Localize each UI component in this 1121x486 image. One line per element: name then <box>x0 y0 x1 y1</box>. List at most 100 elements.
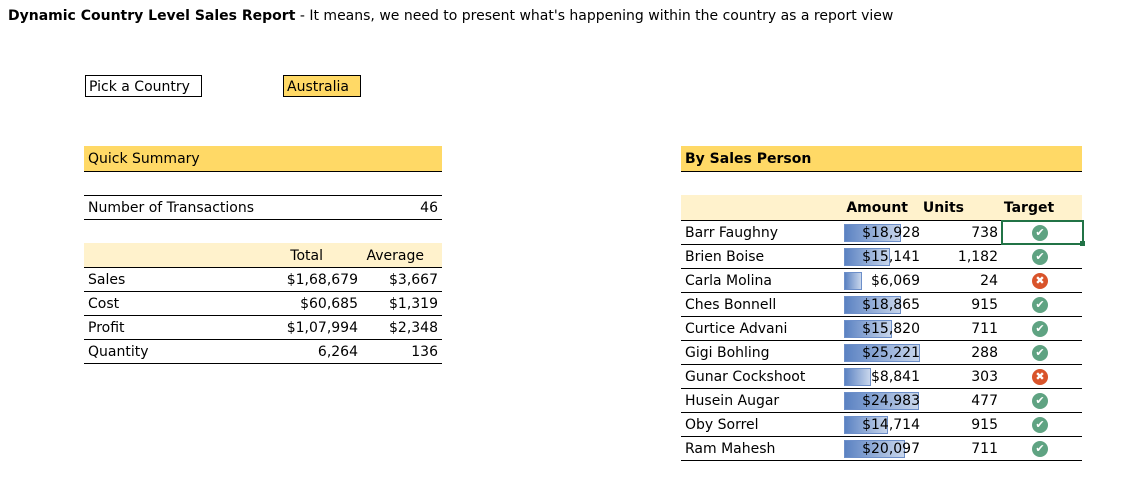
sales-person-name: Ches Bonnell <box>685 297 777 313</box>
active-cell-selection[interactable] <box>1001 220 1084 245</box>
check-icon: ✔ <box>1032 297 1048 313</box>
amount-value: $18,865 <box>862 297 920 313</box>
amount-value: $25,221 <box>862 345 920 361</box>
amount-value: $24,983 <box>862 393 920 409</box>
divider <box>84 267 442 268</box>
summary-col-header-band <box>84 243 442 267</box>
amount-data-bar <box>844 440 905 458</box>
summary-row-total: $1,07,994 <box>286 320 358 336</box>
check-icon: ✔ <box>1032 321 1048 337</box>
divider <box>681 364 1082 365</box>
divider <box>681 268 1082 269</box>
amount-value: $14,714 <box>862 417 920 433</box>
units-value: 915 <box>971 417 998 433</box>
divider <box>681 316 1082 317</box>
amount-data-bar <box>844 296 901 314</box>
amount-value: $8,841 <box>871 369 920 385</box>
divider <box>681 220 1082 221</box>
cross-icon: ✖ <box>1032 369 1048 385</box>
units-value: 738 <box>971 225 998 241</box>
check-icon: ✔ <box>1032 417 1048 433</box>
amount-value: $18,928 <box>862 225 920 241</box>
check-icon: ✔ <box>1032 393 1048 409</box>
amount-data-bar <box>844 224 901 242</box>
amount-data-bar <box>844 416 888 434</box>
sales-col-header-band <box>681 195 1082 220</box>
divider <box>84 339 442 340</box>
divider <box>681 412 1082 413</box>
amount-cell: $20,097 <box>844 438 922 460</box>
check-icon: ✔ <box>1032 345 1048 361</box>
summary-row-average: $3,667 <box>389 272 438 288</box>
amount-data-bar <box>844 248 890 266</box>
cross-icon: ✖ <box>1032 273 1048 289</box>
amount-cell: $18,928 <box>844 222 922 244</box>
divider <box>681 388 1082 389</box>
sales-person-header: By Sales Person <box>681 146 1082 172</box>
summary-row-total: $60,685 <box>300 296 358 312</box>
report-header: Dynamic Country Level Sales Report - It … <box>8 6 893 26</box>
transactions-value: 46 <box>420 200 438 216</box>
sales-person-name: Curtice Advani <box>685 321 788 337</box>
sales-person-name: Carla Molina <box>685 273 772 289</box>
summary-row-label: Profit <box>88 320 125 336</box>
divider <box>84 195 442 196</box>
col-units-header: Units <box>922 200 964 216</box>
units-value: 711 <box>971 441 998 457</box>
quick-summary-header: Quick Summary <box>84 146 442 172</box>
sales-person-name: Husein Augar <box>685 393 780 409</box>
divider <box>681 460 1082 461</box>
amount-cell: $24,983 <box>844 390 922 412</box>
amount-cell: $6,069 <box>844 270 922 292</box>
sales-person-name: Oby Sorrel <box>685 417 759 433</box>
amount-data-bar <box>844 272 862 290</box>
summary-row-label: Cost <box>88 296 120 312</box>
amount-data-bar <box>844 368 871 386</box>
summary-row-average: 136 <box>411 344 438 360</box>
divider <box>681 436 1082 437</box>
summary-row-average: $1,319 <box>389 296 438 312</box>
units-value: 1,182 <box>957 249 998 265</box>
transactions-label: Number of Transactions <box>88 200 255 216</box>
units-value: 24 <box>980 273 998 289</box>
amount-cell: $15,820 <box>844 318 922 340</box>
amount-cell: $18,865 <box>844 294 922 316</box>
amount-cell: $25,221 <box>844 342 922 364</box>
amount-value: $20,097 <box>862 441 920 457</box>
units-value: 477 <box>971 393 998 409</box>
units-value: 303 <box>971 369 998 385</box>
divider <box>84 315 442 316</box>
summary-row-total: 6,264 <box>317 344 358 360</box>
col-amount-header: Amount <box>846 200 908 216</box>
divider <box>681 244 1082 245</box>
amount-cell: $14,714 <box>844 414 922 436</box>
amount-data-bar <box>844 320 892 338</box>
amount-cell: $8,841 <box>844 366 922 388</box>
amount-value: $6,069 <box>871 273 920 289</box>
fill-handle[interactable] <box>1080 241 1085 246</box>
divider <box>84 219 442 220</box>
col-total-header: Total <box>290 248 323 264</box>
country-select[interactable]: Australia <box>283 75 361 97</box>
divider <box>84 291 442 292</box>
summary-row-average: $2,348 <box>389 320 438 336</box>
amount-value: $15,141 <box>862 249 920 265</box>
amount-data-bar <box>844 344 920 362</box>
pick-country-label: Pick a Country <box>85 75 202 97</box>
check-icon: ✔ <box>1032 441 1048 457</box>
sales-person-name: Ram Mahesh <box>685 441 776 457</box>
divider <box>681 340 1082 341</box>
report-subtitle: - It means, we need to present what's ha… <box>295 8 894 24</box>
summary-row-total: $1,68,679 <box>286 272 358 288</box>
sales-person-name: Brien Boise <box>685 249 765 265</box>
summary-row-label: Sales <box>88 272 126 288</box>
summary-row-label: Quantity <box>88 344 149 360</box>
amount-value: $15,820 <box>862 321 920 337</box>
sales-person-name: Gunar Cockshoot <box>685 369 806 385</box>
check-icon: ✔ <box>1032 225 1048 241</box>
col-target-header: Target <box>1003 200 1055 216</box>
divider <box>681 292 1082 293</box>
units-value: 711 <box>971 321 998 337</box>
report-title: Dynamic Country Level Sales Report <box>8 8 296 24</box>
col-average-header: Average <box>366 248 425 264</box>
